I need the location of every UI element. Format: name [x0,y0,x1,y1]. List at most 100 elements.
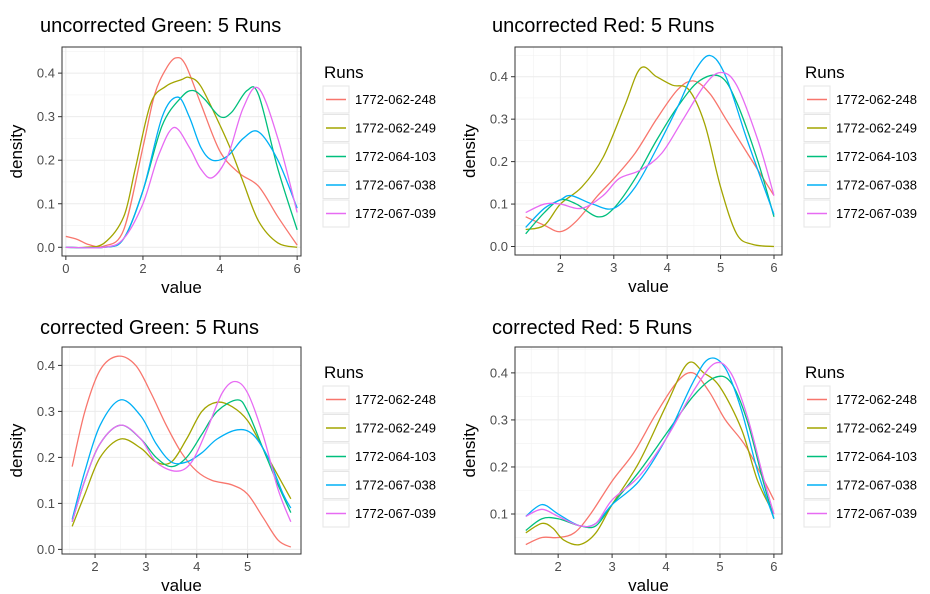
series-line-1772-067-039 [525,361,775,528]
series-line-1772-062-248 [525,80,775,233]
legend-label: 1772-064-103 [836,449,917,464]
y-tick-label: 0.4 [490,69,508,84]
x-tick-label: 2 [139,261,146,276]
y-axis-title: density [460,124,479,178]
series-line-1772-067-039 [525,71,775,214]
x-axis-title: value [628,576,669,594]
grid-lines [515,47,782,255]
x-tick-label: 0 [62,261,69,276]
legend-title: Runs [805,63,845,82]
series-lines [525,357,775,546]
series-line-1772-067-038 [525,357,775,528]
legend-label: 1772-062-249 [355,421,436,436]
x-tick-label: 4 [664,260,671,275]
panel-border [514,46,783,256]
panel-title: uncorrected Red: 5 Runs [492,15,714,37]
x-tick-label: 5 [244,559,251,574]
x-tick-label: 6 [770,260,777,275]
plot-background [515,347,782,554]
legend-label: 1772-064-103 [836,149,917,164]
y-tick-label: 0.4 [37,358,55,373]
legend-label: 1772-062-248 [355,92,436,107]
series-lines [65,56,298,249]
y-tick-label: 0.4 [37,66,55,81]
legend-label: 1772-067-039 [836,506,917,521]
y-tick-label: 0.2 [37,153,55,168]
legend-label: 1772-067-039 [355,506,436,521]
y-tick-label: 0.1 [490,197,508,212]
series-line-1772-062-249 [525,361,775,546]
plot-background [515,47,782,255]
y-tick-label: 0.2 [37,450,55,465]
chart-panel-4: corrected Red: 5 Runs 2 3 4 5 6 0.1 0.2 0.3 0.4 va… [460,317,917,594]
x-tick-label: 6 [294,261,301,276]
y-axis-title: density [460,423,479,477]
legend-label: 1772-067-038 [355,478,436,493]
panel-title: uncorrected Green: 5 Runs [40,15,281,37]
legend: Runs 1772-062-248 1772-062-249 1772-064-103… [803,63,917,228]
y-tick-label: 0.0 [490,239,508,254]
panel-border [61,46,302,257]
y-tick-label: 0.0 [37,240,55,255]
legend-label: 1772-062-249 [836,121,917,136]
legend-title: Runs [324,63,364,82]
legend: Runs 1772-062-248 1772-062-249 1772-064-103… [803,363,917,528]
x-tick-label: 2 [555,559,562,574]
y-tick-label: 0.3 [37,404,55,419]
x-tick-label: 3 [608,559,615,574]
x-tick-label: 6 [770,559,777,574]
legend-title: Runs [324,363,364,382]
y-tick-label: 0.1 [37,196,55,211]
x-axis-title: value [161,576,202,594]
legend-title: Runs [805,363,845,382]
y-tick-label: 0.4 [490,365,508,380]
series-line-1772-067-038 [71,399,292,520]
panel-border [514,346,783,555]
y-axis-title: density [7,423,26,477]
legend-label: 1772-062-248 [355,392,436,407]
series-line-1772-067-039 [65,86,298,249]
legend-label: 1772-064-103 [355,149,436,164]
legend-label: 1772-062-249 [355,121,436,136]
x-tick-label: 3 [610,260,617,275]
y-tick-label: 0.0 [37,542,55,557]
x-tick-label: 4 [193,559,200,574]
legend-label: 1772-067-039 [355,206,436,221]
series-lines [71,355,292,548]
legend-label: 1772-062-249 [836,421,917,436]
panel-title: corrected Red: 5 Runs [492,317,692,339]
x-tick-label: 2 [91,559,98,574]
series-lines [525,54,775,248]
legend-label: 1772-067-038 [836,478,917,493]
legend-label: 1772-062-248 [836,392,917,407]
series-line-1772-062-249 [525,66,775,248]
chart-panel-3: corrected Green: 5 Runs 2 3 4 5 0.0 0.1 0.2 0.3 0… [7,317,436,594]
legend-label: 1772-064-103 [355,449,436,464]
y-tick-label: 0.3 [37,109,55,124]
y-axis-title: density [7,124,26,178]
y-tick-label: 0.1 [37,496,55,511]
x-tick-label: 4 [216,261,223,276]
series-line-1772-064-103 [525,375,775,532]
grid-lines [62,347,301,554]
series-line-1772-062-248 [525,371,775,546]
y-tick-label: 0.1 [490,507,508,522]
x-tick-label: 5 [716,559,723,574]
x-tick-label: 5 [717,260,724,275]
panel-border [61,346,302,555]
series-line-1772-062-249 [71,401,292,527]
grid-lines [515,347,782,554]
x-axis-title: value [628,277,669,296]
x-tick-label: 4 [662,559,669,574]
chart-panel-1: uncorrected Green: 5 Runs 0 2 4 6 0.0 0.1 0.2 0.… [7,15,436,297]
legend-label: 1772-067-038 [836,178,917,193]
x-tick-label: 2 [557,260,564,275]
plot-background [62,347,301,554]
y-tick-label: 0.3 [490,412,508,427]
legend: Runs 1772-062-248 1772-062-249 1772-064-103… [322,363,436,528]
y-tick-label: 0.2 [490,459,508,474]
legend-label: 1772-062-248 [836,92,917,107]
series-line-1772-062-249 [65,76,298,249]
y-tick-label: 0.2 [490,154,508,169]
legend-label: 1772-067-039 [836,206,917,221]
